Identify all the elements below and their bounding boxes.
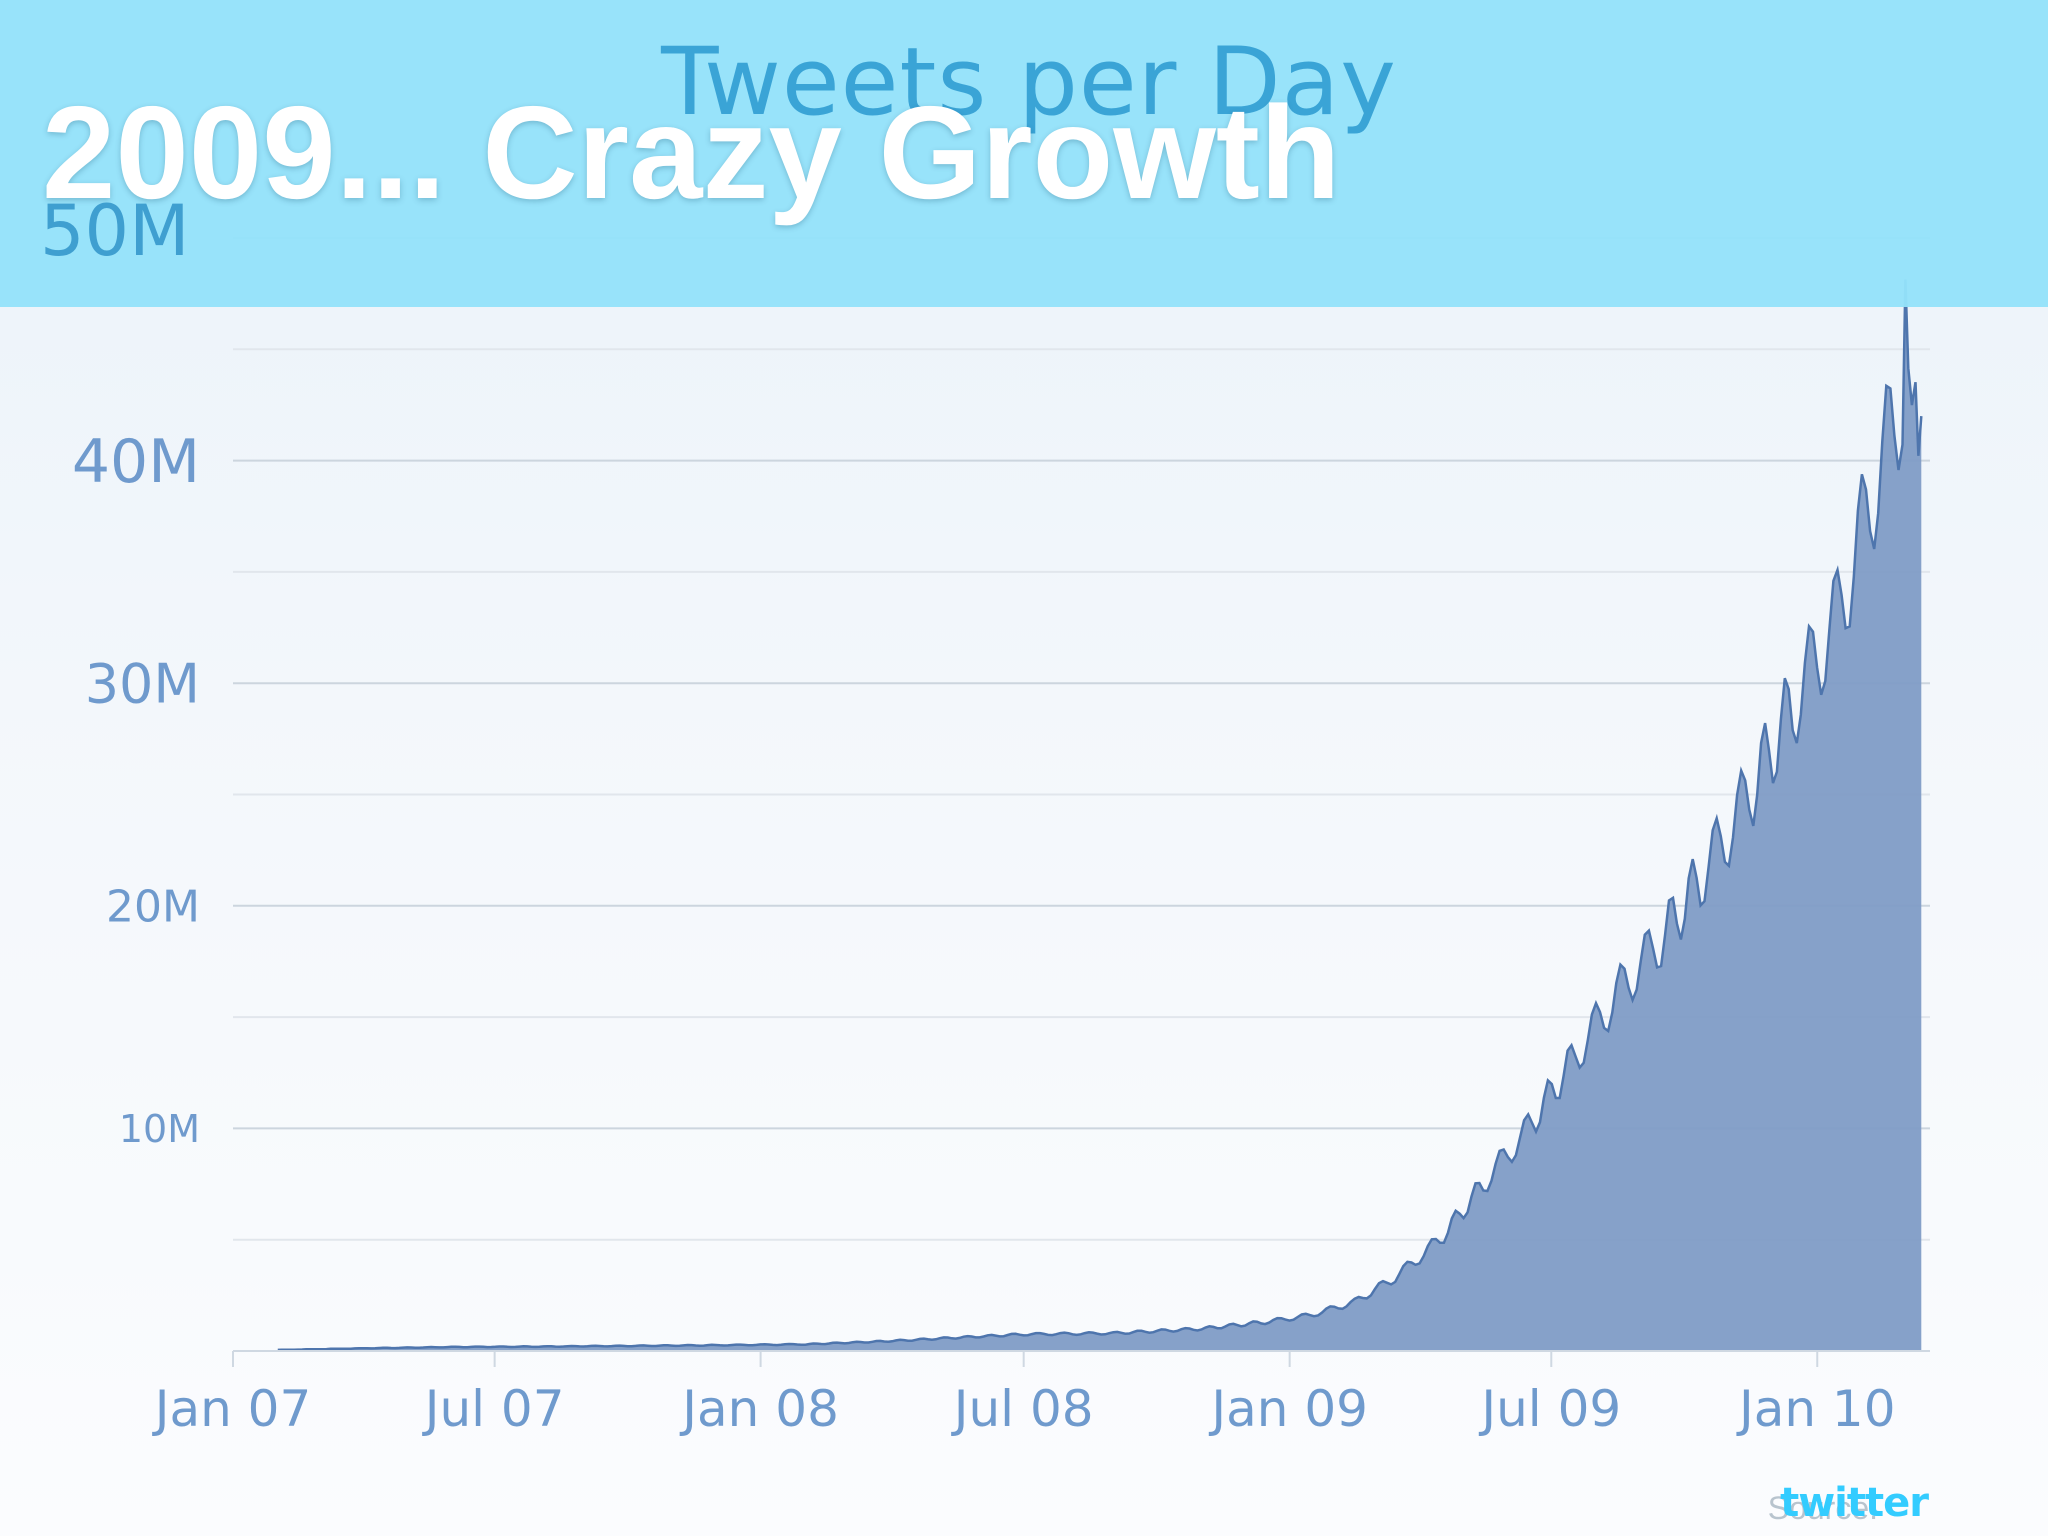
y-tick-label: 20M bbox=[106, 882, 200, 933]
source-label: Source: bbox=[1768, 1490, 1878, 1527]
y-tick-label: 30M bbox=[85, 653, 200, 716]
x-tick-label: Jan 07 bbox=[152, 1380, 312, 1438]
axis-layer: 10M 20M 30M 40M Jan 07 Jul 07 Jan 08 Jul 08 Jan … bbox=[72, 427, 1930, 1438]
tweets-line bbox=[277, 279, 1923, 1352]
twitter-logo: twitter bbox=[1780, 1480, 1929, 1526]
source-label-text: Source: bbox=[1767, 1490, 1878, 1526]
tweets-area bbox=[277, 279, 1922, 1351]
x-tick-label: Jan 09 bbox=[1208, 1380, 1368, 1438]
x-tick-label: Jan 10 bbox=[1736, 1380, 1896, 1438]
title-banner bbox=[0, 0, 2048, 307]
slide-heading: 2009... Crazy Growth bbox=[42, 79, 1341, 226]
y-tick-label: 40M bbox=[72, 427, 200, 497]
y-tick-label-top: 50M bbox=[40, 190, 190, 272]
x-tick-label: Jul 09 bbox=[1478, 1380, 1621, 1438]
chart-title: Tweets per Day bbox=[661, 28, 1397, 137]
x-tick-label: Jul 07 bbox=[422, 1380, 565, 1438]
area-layer bbox=[277, 279, 1923, 1352]
x-tick-label: Jan 08 bbox=[679, 1380, 839, 1438]
x-tick-label: Jul 08 bbox=[951, 1380, 1094, 1438]
y-tick-label: 10M bbox=[119, 1107, 200, 1151]
